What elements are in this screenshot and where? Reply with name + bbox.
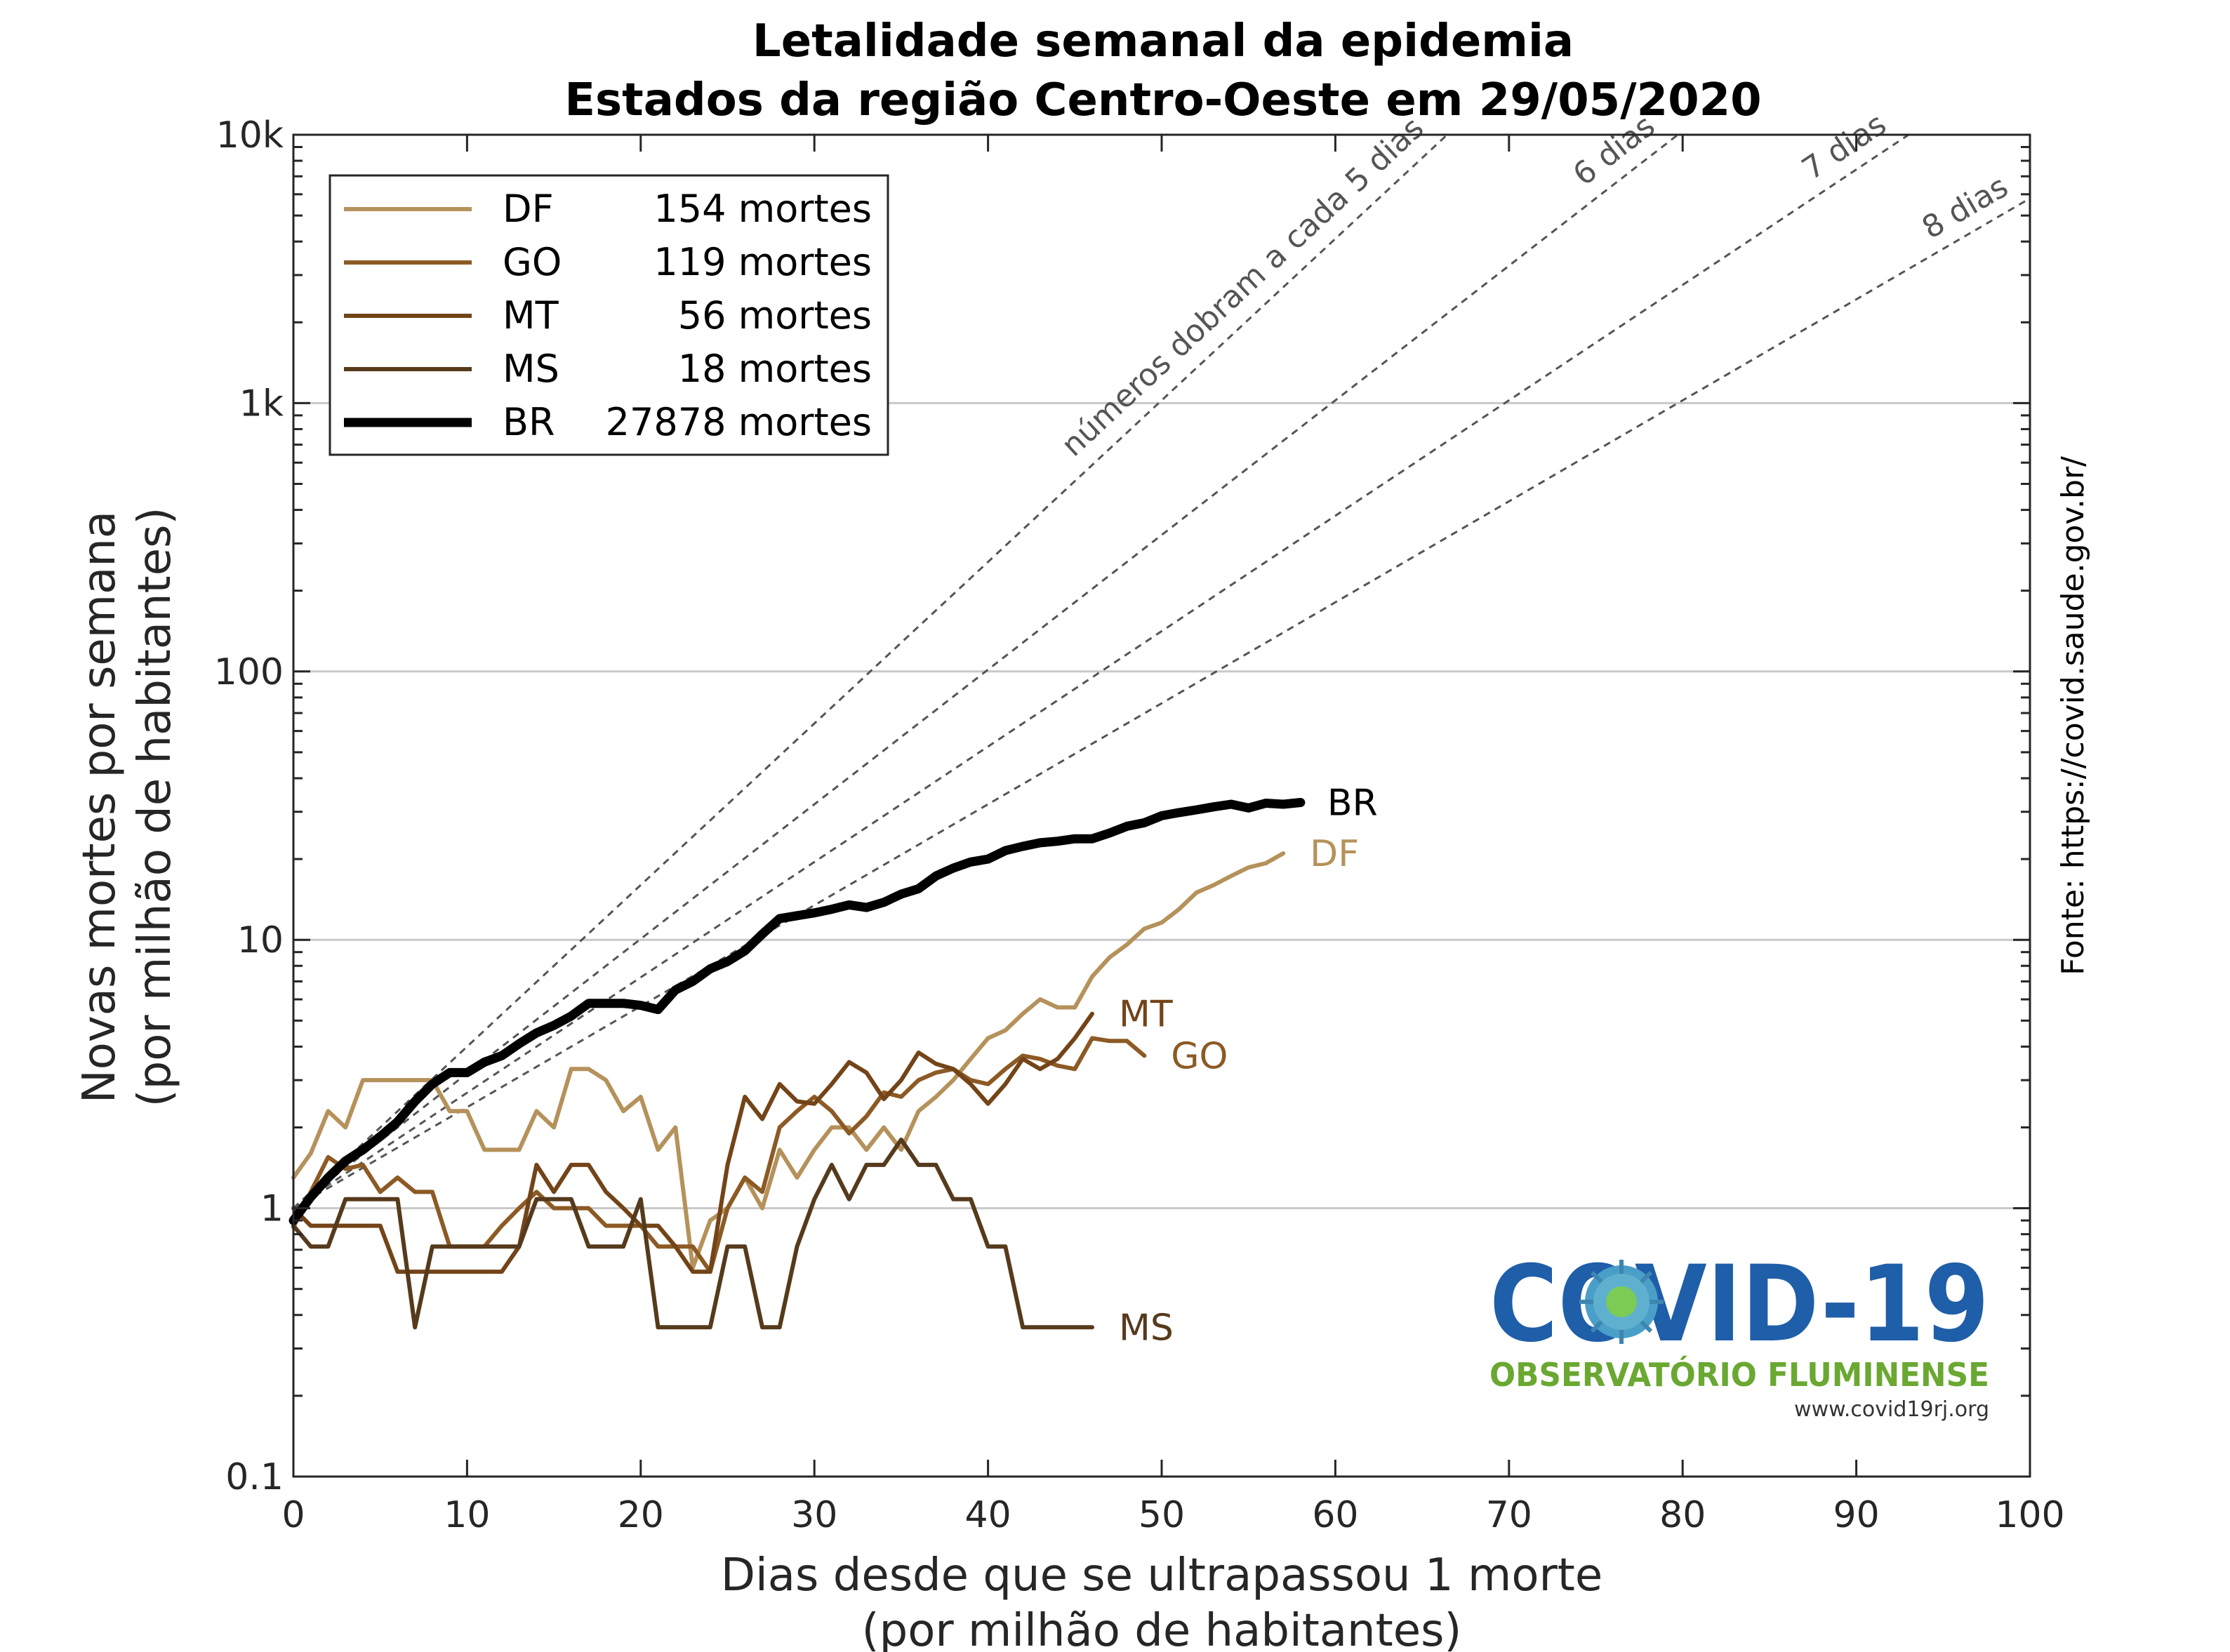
axis-ticks: 0 10 20 30 40 50 60 70 80 90 100 0.1 1 10 100 1k 10k [214,114,2065,1536]
x-tick-label: 0 [281,1494,305,1536]
legend-count-mt: 56 mortes [678,293,872,338]
x-tick-label: 10 [444,1494,490,1536]
end-label-ms: MS [1119,1307,1174,1349]
chart-title-line-2: Estados da região Centro-Oeste em 29/05/… [564,74,1761,126]
x-tick-label: 90 [1833,1494,1880,1536]
y-axis-label-line-1: Novas mortes por semana [74,511,126,1103]
end-label-mt: MT [1119,994,1173,1036]
legend-count-go: 119 mortes [653,240,872,284]
y-axis-label-line-2: (por milhão de habitantes) [129,507,181,1107]
guide-line [293,133,1679,1209]
y-tick-label: 10k [216,114,284,156]
legend: DF 154 mortes GO 119 mortes MT 56 mortes MS 18 … [328,174,889,456]
legend-label-br: BR [503,400,555,444]
covid19-logo: COVID-19 OBSERVATÓRIO FLUMINENSE www.cov… [1489,1244,1989,1422]
y-tick-label: 100 [214,651,284,693]
legend-count-df: 154 mortes [653,187,872,231]
y-tick-label: 1k [239,382,284,425]
x-tick-label: 30 [791,1494,837,1536]
legend-count-ms: 18 mortes [678,347,872,391]
legend-count-br: 27878 mortes [606,400,872,444]
legend-label-ms: MS [503,347,559,391]
x-tick-label: 60 [1312,1494,1358,1536]
x-tick-label: 40 [965,1494,1011,1536]
logo-url: www.covid19rj.org [1794,1397,1989,1422]
x-tick-label: 100 [1995,1494,2064,1536]
end-label-go: GO [1171,1035,1228,1077]
series-line-go [291,1036,1147,1274]
legend-label-mt: MT [503,293,559,338]
guide-line [292,133,1448,1209]
x-tick-label: 20 [618,1494,664,1536]
x-axis-label-line-1: Dias desde que se ultrapassou 1 morte [721,1550,1603,1601]
chart-title-line-1: Letalidade semanal da epidemia [752,15,1574,67]
y-tick-label: 10 [237,919,284,961]
legend-label-go: GO [503,240,562,284]
series-line-ms [291,1138,1094,1330]
y-tick-label: 1 [260,1188,284,1230]
series-lines [288,798,1306,1330]
end-label-br: BR [1327,782,1378,824]
legend-label-df: DF [503,187,554,231]
series-line-br [288,798,1306,1225]
logo-subtitle: OBSERVATÓRIO FLUMINENSE [1489,1356,1989,1394]
series-line-df [291,851,1286,1270]
x-tick-label: 80 [1659,1494,1706,1536]
x-tick-label: 50 [1139,1494,1185,1536]
x-axis-label-line-2: (por milhão de habitantes) [862,1605,1462,1652]
y-tick-label: 0.1 [225,1456,284,1498]
source-note: Fonte: https://covid.saude.gov.br/ [2055,456,2091,975]
x-tick-label: 70 [1486,1494,1532,1536]
virus-icon [1579,1260,1664,1344]
end-label-df: DF [1310,833,1359,875]
guide-line [293,197,2031,1209]
logo-title: COVID-19 [1489,1244,1989,1366]
